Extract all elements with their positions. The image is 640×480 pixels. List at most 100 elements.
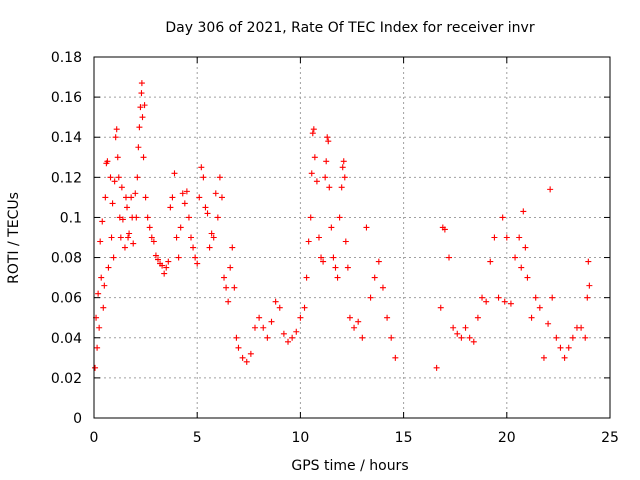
data-point — [384, 314, 391, 321]
data-point — [148, 234, 155, 241]
data-point — [138, 90, 145, 97]
data-point — [289, 334, 296, 341]
data-point — [363, 224, 370, 231]
data-point — [132, 190, 139, 197]
data-point — [323, 158, 330, 165]
data-point — [320, 258, 327, 265]
data-point — [501, 298, 508, 305]
data-point — [97, 238, 104, 245]
data-point — [181, 200, 188, 207]
data-point — [371, 274, 378, 281]
x-tick-label: 5 — [193, 430, 202, 446]
data-point — [582, 334, 589, 341]
data-point — [339, 164, 346, 171]
data-point — [260, 324, 267, 331]
data-point — [338, 184, 345, 191]
x-tick-label: 10 — [291, 430, 309, 446]
y-tick-label: 0.02 — [51, 371, 82, 387]
plot-frame — [93, 56, 611, 419]
data-point — [102, 194, 109, 201]
x-tick-label: 0 — [90, 430, 99, 446]
data-point — [474, 314, 481, 321]
data-point — [144, 214, 151, 221]
data-point — [190, 244, 197, 251]
data-point — [225, 298, 232, 305]
data-point — [585, 258, 592, 265]
data-point — [309, 130, 316, 137]
data-point — [136, 124, 143, 131]
data-point — [584, 294, 591, 301]
data-point — [110, 254, 117, 261]
data-point — [392, 354, 399, 361]
data-point — [107, 174, 114, 181]
data-point — [142, 194, 149, 201]
data-point — [115, 174, 122, 181]
data-point — [565, 344, 572, 351]
data-point — [340, 158, 347, 165]
data-point — [194, 260, 201, 267]
data-point — [117, 234, 124, 241]
data-point — [210, 234, 217, 241]
axis-ticks: 0 0.02 0.04 0.06 0.08 0.1 0.12 0.14 0.16 0.18 0 5 10… — [51, 50, 619, 446]
data-point — [532, 294, 539, 301]
data-point — [272, 298, 279, 305]
data-point — [311, 154, 318, 161]
data-point — [98, 274, 105, 281]
data-point — [94, 344, 101, 351]
data-point — [341, 174, 348, 181]
data-point — [569, 334, 576, 341]
data-point — [167, 204, 174, 211]
data-point — [218, 194, 225, 201]
data-point — [233, 334, 240, 341]
data-point — [108, 234, 115, 241]
data-point — [112, 134, 119, 141]
data-point — [547, 186, 554, 193]
data-point — [483, 298, 490, 305]
data-point — [518, 264, 525, 271]
data-point — [379, 284, 386, 291]
data-points — [92, 80, 593, 371]
data-point — [134, 174, 141, 181]
data-point — [177, 224, 184, 231]
data-point — [192, 254, 199, 261]
data-point — [301, 304, 308, 311]
data-point — [179, 190, 186, 197]
data-point — [507, 300, 514, 307]
x-axis-label: GPS time / hours — [291, 458, 408, 474]
data-point — [175, 254, 182, 261]
data-point — [355, 318, 362, 325]
data-point — [470, 338, 477, 345]
data-point — [359, 334, 366, 341]
data-point — [586, 282, 593, 289]
x-tick-label: 15 — [395, 430, 413, 446]
data-point — [119, 216, 126, 223]
data-point — [239, 354, 246, 361]
data-point — [351, 324, 358, 331]
data-point — [198, 164, 205, 171]
data-point — [165, 258, 172, 265]
data-point — [308, 170, 315, 177]
data-point — [310, 126, 317, 133]
data-point — [516, 234, 523, 241]
data-point — [124, 204, 131, 211]
data-point — [146, 224, 153, 231]
data-point — [95, 290, 102, 297]
data-point — [322, 174, 329, 181]
data-point — [140, 154, 147, 161]
data-point — [202, 204, 209, 211]
data-point — [256, 314, 263, 321]
x-tick-label: 20 — [498, 430, 516, 446]
data-point — [325, 138, 332, 145]
data-point — [159, 262, 166, 269]
y-tick-label: 0.18 — [51, 50, 82, 66]
data-point — [520, 208, 527, 215]
data-point — [491, 234, 498, 241]
data-point — [105, 264, 112, 271]
data-point — [512, 254, 519, 261]
data-point — [313, 178, 320, 185]
data-point — [200, 174, 207, 181]
data-point — [307, 214, 314, 221]
data-point — [561, 354, 568, 361]
data-point — [328, 224, 335, 231]
